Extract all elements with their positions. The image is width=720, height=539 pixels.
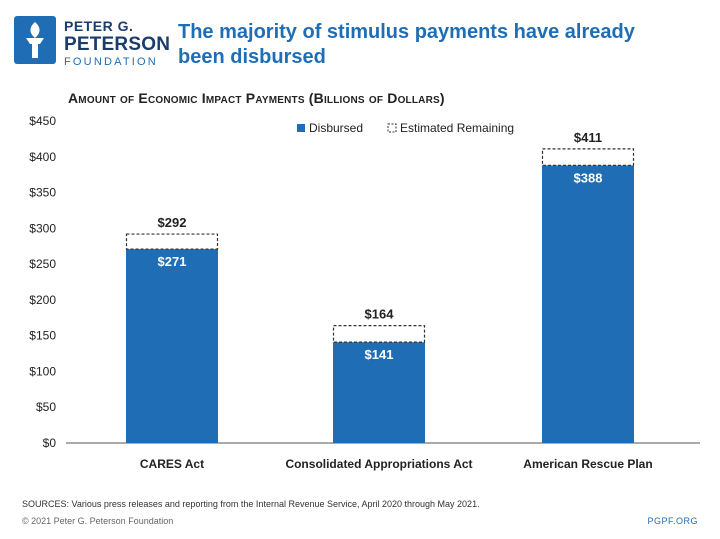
- disbursed-bar: [542, 165, 634, 443]
- y-tick-label: $150: [29, 329, 56, 343]
- disbursed-data-label: $388: [574, 170, 603, 185]
- legend-swatch-remaining: [387, 123, 397, 133]
- y-tick-label: $300: [29, 221, 56, 235]
- remaining-bar: [541, 148, 635, 166]
- y-tick-label: $0: [43, 436, 57, 450]
- total-data-label: $292: [158, 215, 187, 230]
- x-category-label: American Rescue Plan: [523, 457, 652, 471]
- y-tick-label: $50: [36, 400, 56, 414]
- logo-line-3: FOUNDATION: [64, 56, 158, 68]
- disbursed-bar: [333, 342, 425, 443]
- y-tick-label: $450: [29, 114, 56, 128]
- total-data-label: $411: [574, 130, 602, 145]
- website-link[interactable]: PGPF.ORG: [647, 516, 698, 526]
- y-tick-label: $100: [29, 364, 56, 378]
- remaining-bar: [332, 325, 426, 343]
- sources-note: SOURCES: Various press releases and repo…: [22, 499, 480, 509]
- y-tick-label: $200: [29, 293, 56, 307]
- chart-title: Amount of Economic Impact Payments (Bill…: [68, 90, 445, 106]
- disbursed-data-label: $141: [365, 347, 394, 362]
- peterson-foundation-logo: PETER G. PETERSON FOUNDATION: [14, 12, 170, 74]
- x-category-label: CARES Act: [140, 457, 204, 471]
- legend-label-disbursed: Disbursed: [309, 121, 363, 135]
- legend-label-remaining: Estimated Remaining: [400, 121, 514, 135]
- disbursed-data-label: $271: [158, 254, 187, 269]
- y-tick-label: $350: [29, 186, 56, 200]
- x-category-label: Consolidated Appropriations Act: [285, 457, 472, 471]
- legend-swatch-disbursed: [297, 124, 305, 132]
- remaining-bar: [125, 233, 219, 250]
- y-tick-label: $250: [29, 257, 56, 271]
- logo-line-1: PETER G.: [64, 18, 134, 34]
- y-tick-label: $400: [29, 150, 56, 164]
- torch-icon: [14, 16, 56, 64]
- copyright-note: © 2021 Peter G. Peterson Foundation: [22, 516, 174, 526]
- headline: The majority of stimulus payments have a…: [178, 21, 635, 68]
- total-data-label: $164: [365, 307, 395, 322]
- disbursed-bar: [126, 249, 218, 443]
- logo-line-2: PETERSON: [64, 34, 171, 55]
